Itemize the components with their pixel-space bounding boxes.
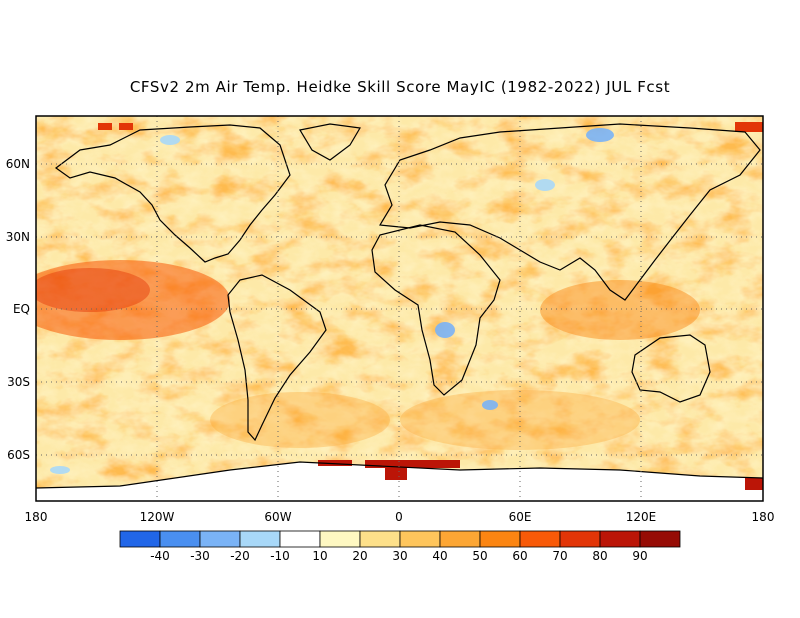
graticule <box>36 116 763 501</box>
colorbar-swatch <box>279 530 321 548</box>
colorbar-tick-label: -30 <box>190 549 210 563</box>
antarctica-outline <box>36 461 763 489</box>
colorbar-swatch <box>479 530 521 548</box>
map-frame <box>35 115 764 502</box>
colorbar-swatch <box>319 530 361 548</box>
greenland-outline <box>299 123 361 161</box>
north-america-outline <box>54 124 291 263</box>
colorbar-swatch <box>559 530 601 548</box>
lon-label: 180 <box>25 510 48 524</box>
lon-label: 60W <box>264 510 291 524</box>
colorbar-tick-label: 70 <box>552 549 567 563</box>
colorbar-swatch <box>599 530 641 548</box>
lat-label: 30N <box>6 230 30 244</box>
longitude-labels: 180 120W 60W 0 60E 120E 180 <box>25 510 775 524</box>
south-america-outline <box>227 274 327 442</box>
coastlines <box>36 123 763 489</box>
lon-label: 180 <box>752 510 775 524</box>
lon-label: 120E <box>626 510 657 524</box>
lat-label: 60S <box>7 448 30 462</box>
colorbar-swatch <box>119 530 161 548</box>
colorbar-tick-label: -10 <box>270 549 290 563</box>
colorbar-swatch <box>439 530 481 548</box>
lon-label: 60E <box>509 510 532 524</box>
colorbar-swatch <box>399 530 441 548</box>
colorbar-tick-label: 90 <box>632 549 647 563</box>
lon-label: 0 <box>395 510 403 524</box>
colorbar-tick-label: 50 <box>472 549 487 563</box>
latitude-labels: 60N 30N EQ 30S 60S <box>6 157 30 462</box>
colorbar-tick-label: 20 <box>352 549 367 563</box>
colorbar-tick-labels: -40 -30 -20 -10 10 20 30 40 50 60 70 80 90 <box>150 549 647 563</box>
colorbar-swatch <box>519 530 561 548</box>
colorbar-swatch <box>159 530 201 548</box>
lon-label: 120W <box>140 510 175 524</box>
lat-label: EQ <box>13 302 30 316</box>
colorbar-tick-label: 30 <box>392 549 407 563</box>
lat-label: 60N <box>6 157 30 171</box>
colorbar-tick-label: -20 <box>230 549 250 563</box>
lat-label: 30S <box>7 375 30 389</box>
colorbar-swatch <box>239 530 281 548</box>
colorbar <box>119 530 681 548</box>
colorbar-swatch <box>639 530 681 548</box>
eurasia-outline <box>378 123 761 301</box>
colorbar-tick-label: 80 <box>592 549 607 563</box>
map-title: CFSv2 2m Air Temp. Heidke Skill Score Ma… <box>129 78 671 96</box>
colorbar-swatch <box>199 530 241 548</box>
colorbar-tick-label: 40 <box>432 549 447 563</box>
africa-outline <box>371 224 501 396</box>
australia-outline <box>631 334 711 403</box>
colorbar-tick-label: 10 <box>312 549 327 563</box>
colorbar-swatch <box>359 530 401 548</box>
colorbar-tick-label: 60 <box>512 549 527 563</box>
colorbar-tick-label: -40 <box>150 549 170 563</box>
